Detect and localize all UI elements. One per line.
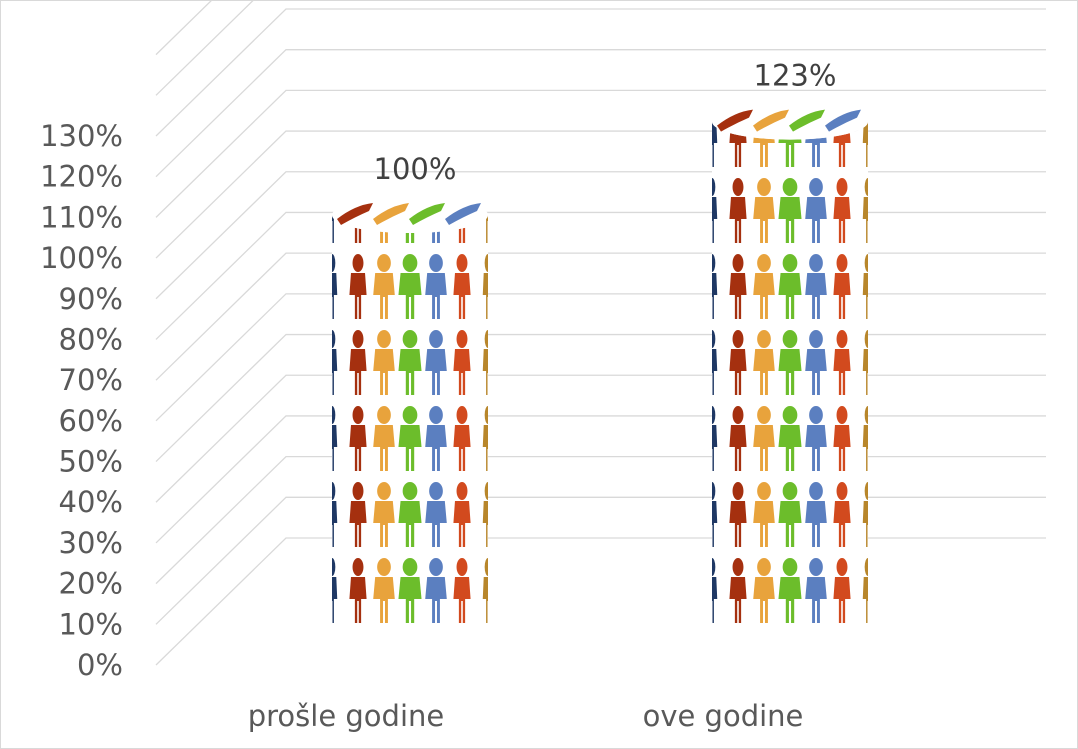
- gridline: [155, 89, 1046, 218]
- gridlines: [155, 1, 1046, 666]
- category-label: ove godine: [643, 699, 804, 733]
- gridline: [155, 1, 212, 56]
- y-tick-label: 80%: [59, 322, 123, 356]
- gridline: [155, 1, 254, 96]
- gridline: [155, 49, 1046, 178]
- bar: 123%: [707, 26, 873, 640]
- x-axis-categories: prošle godine ove godine: [248, 699, 804, 733]
- y-tick-label: 30%: [59, 526, 123, 560]
- person-icon: [863, 26, 873, 91]
- gridline: [155, 130, 1046, 259]
- gridline: [155, 8, 1046, 137]
- y-tick-label: 100%: [40, 241, 123, 275]
- person-icon: [409, 203, 445, 225]
- person-icon: [717, 109, 753, 132]
- category-label: prošle godine: [248, 699, 445, 733]
- y-tick-label: 40%: [59, 485, 123, 519]
- y-tick-label: 130%: [40, 119, 123, 153]
- person-icon: [729, 26, 746, 91]
- data-label: 123%: [754, 59, 837, 93]
- y-tick-label: 0%: [77, 648, 123, 682]
- gridline: [155, 496, 1046, 625]
- y-tick-label: 90%: [59, 282, 123, 316]
- y-axis-ticks: 0% 10% 20% 30% 40% 50% 60% 70% 80% 90% 100% 110% 120…: [40, 119, 123, 682]
- gridline: [155, 415, 1046, 544]
- person-icon: [373, 203, 409, 225]
- y-tick-label: 70%: [59, 363, 123, 397]
- data-label: 100%: [374, 152, 457, 186]
- y-tick-label: 20%: [59, 567, 123, 601]
- bars: 100% 123%: [332, 26, 873, 640]
- person-icon: [337, 203, 373, 225]
- person-icon: [445, 203, 481, 225]
- gridline: [155, 537, 1046, 666]
- y-tick-label: 10%: [59, 607, 123, 641]
- person-icon: [825, 109, 861, 132]
- gridline: [155, 333, 1046, 463]
- person-icon: [753, 109, 789, 132]
- gridline: [155, 374, 1046, 503]
- person-icon: [707, 26, 717, 91]
- gridline: [155, 171, 1046, 300]
- gridline: [155, 252, 1046, 381]
- y-tick-label: 120%: [40, 160, 123, 194]
- gridline: [155, 455, 1046, 585]
- gridline: [155, 211, 1046, 340]
- y-tick-label: 110%: [40, 200, 123, 234]
- person-icon: [789, 109, 825, 132]
- y-tick-label: 50%: [59, 445, 123, 479]
- bar: 100%: [332, 152, 488, 639]
- gridline: [155, 293, 1046, 422]
- y-tick-label: 60%: [59, 404, 123, 438]
